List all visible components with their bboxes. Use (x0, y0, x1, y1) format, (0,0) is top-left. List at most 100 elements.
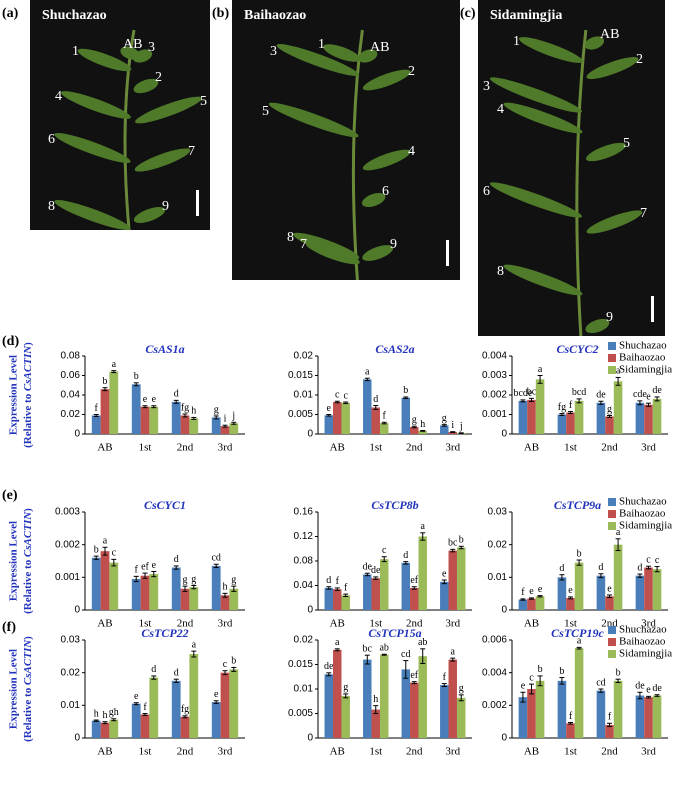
y-tick-label: 0.003 (55, 507, 80, 518)
significance-letter: de (652, 385, 662, 396)
bar (333, 589, 342, 610)
leaf-label: 9 (390, 237, 397, 252)
bar (448, 659, 457, 738)
bar (189, 587, 199, 610)
x-tick-label: 1st (369, 442, 382, 454)
bar (557, 680, 567, 738)
leaf-label: 4 (408, 144, 415, 159)
bar (448, 550, 457, 610)
y-axis-label-part: ) (22, 342, 34, 346)
y-tick-label: 0.08 (294, 556, 314, 567)
significance-letter: f (521, 587, 525, 598)
leaf-label: 4 (497, 102, 504, 117)
significance-letter: d (174, 389, 179, 400)
significance-letter: cde (633, 389, 647, 400)
x-tick-label: 1st (369, 746, 382, 758)
bar (635, 402, 645, 434)
panel-label: (b) (212, 6, 229, 21)
y-tick-label: 0.003 (482, 370, 507, 381)
leaf (503, 102, 583, 134)
bar (189, 418, 199, 434)
error-bar (326, 586, 332, 590)
leaf-label: 1 (72, 44, 79, 59)
error-bar (607, 414, 612, 418)
significance-letter: f (569, 711, 573, 722)
bar (211, 702, 221, 738)
significance-letter: b (616, 667, 621, 678)
y-tick-label: 0 (307, 733, 313, 744)
significance-letter: e (214, 689, 219, 700)
error-bar (182, 413, 188, 418)
x-tick-label: 1st (139, 618, 152, 630)
x-tick-label: 1st (369, 618, 382, 630)
bar (535, 379, 545, 434)
leaf (293, 232, 360, 260)
bar (557, 414, 567, 434)
bar (440, 425, 449, 434)
error-bar (173, 678, 179, 683)
bar (341, 695, 350, 738)
significance-letter: a (112, 359, 117, 370)
x-tick-label: 1st (564, 618, 577, 630)
x-tick-label: 2nd (177, 442, 194, 454)
error-bar (191, 585, 197, 590)
legend-label: Baihaozao (619, 636, 666, 648)
leaf (133, 207, 166, 223)
y-axis-label-part: (Relative to (22, 685, 34, 742)
y-axis-label-part: ) (22, 636, 34, 640)
error-bar (173, 399, 179, 404)
significance-letter: i (224, 414, 227, 425)
x-tick-label: 2nd (406, 746, 423, 758)
x-tick-label: 3rd (641, 442, 656, 454)
leaf (133, 78, 159, 94)
significance-letter: bcd (572, 387, 586, 398)
significance-letter: f (569, 400, 573, 411)
y-tick-label: 0 (307, 605, 313, 616)
error-bar (213, 700, 219, 704)
y-tick-label: 0 (74, 733, 80, 744)
bar (566, 412, 575, 434)
leaf-label: 9 (606, 310, 613, 325)
error-bar (182, 585, 188, 592)
significance-letter: fg (181, 402, 189, 413)
bar (635, 695, 645, 738)
significance-letter: e (152, 394, 157, 405)
bar (418, 536, 427, 610)
significance-letter: b (231, 656, 236, 667)
significance-letter: e (442, 568, 447, 579)
error-bar (637, 691, 643, 700)
x-tick-label: 3rd (218, 746, 233, 758)
significance-letter: g (214, 404, 219, 415)
significance-letter: bc (448, 538, 458, 549)
leaf (135, 96, 202, 124)
legend-swatch (608, 650, 616, 658)
significance-letter: a (365, 367, 370, 378)
significance-letter: b (103, 376, 108, 387)
leaf-label: 8 (48, 199, 55, 214)
bar (379, 559, 389, 610)
x-tick-label: 2nd (406, 618, 423, 630)
leaf-label: 6 (382, 184, 389, 199)
y-tick-label: 0.01 (61, 700, 81, 711)
x-tick-label: AB (97, 746, 112, 758)
legend-label: Baihaozao (619, 352, 666, 364)
error-bar (231, 666, 237, 672)
error-bar (111, 370, 117, 374)
bar (566, 597, 575, 610)
bar (149, 677, 159, 738)
significance-letter: a (103, 536, 108, 547)
bar (324, 415, 334, 434)
bar (131, 578, 141, 610)
error-bar (182, 715, 188, 719)
bar (131, 384, 141, 434)
leaf (586, 57, 639, 79)
leaf-label: AB (600, 27, 619, 42)
significance-letter: g (412, 414, 417, 425)
significance-letter: d (151, 664, 156, 675)
y-tick-label: 0 (74, 429, 80, 440)
leaf (358, 49, 378, 63)
error-bar (615, 538, 621, 552)
y-tick-label: 0.001 (55, 572, 80, 583)
bar (379, 423, 389, 434)
